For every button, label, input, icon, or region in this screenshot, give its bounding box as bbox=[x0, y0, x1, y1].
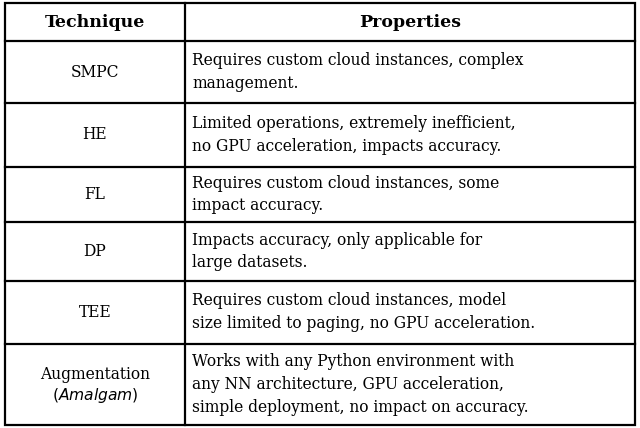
Text: Impacts accuracy, only applicable for
large datasets.: Impacts accuracy, only applicable for la… bbox=[192, 232, 483, 271]
Text: Works with any Python environment with
any NN architecture, GPU acceleration,
si: Works with any Python environment with a… bbox=[192, 353, 529, 416]
Text: HE: HE bbox=[83, 126, 107, 143]
Text: $\mathit{(Amalgam)}$: $\mathit{(Amalgam)}$ bbox=[51, 386, 138, 405]
Text: Technique: Technique bbox=[45, 14, 145, 30]
Text: DP: DP bbox=[83, 243, 106, 260]
Text: SMPC: SMPC bbox=[70, 64, 119, 81]
Text: Requires custom cloud instances, model
size limited to paging, no GPU accelerati: Requires custom cloud instances, model s… bbox=[192, 292, 536, 332]
Text: Limited operations, extremely inefficient,
no GPU acceleration, impacts accuracy: Limited operations, extremely inefficien… bbox=[192, 115, 516, 155]
Text: Requires custom cloud instances, complex
management.: Requires custom cloud instances, complex… bbox=[192, 53, 524, 92]
Text: FL: FL bbox=[84, 186, 106, 203]
Text: Requires custom cloud instances, some
impact accuracy.: Requires custom cloud instances, some im… bbox=[192, 175, 500, 214]
Text: Properties: Properties bbox=[359, 14, 461, 30]
Text: Augmentation: Augmentation bbox=[40, 366, 150, 383]
Text: TEE: TEE bbox=[79, 304, 111, 321]
